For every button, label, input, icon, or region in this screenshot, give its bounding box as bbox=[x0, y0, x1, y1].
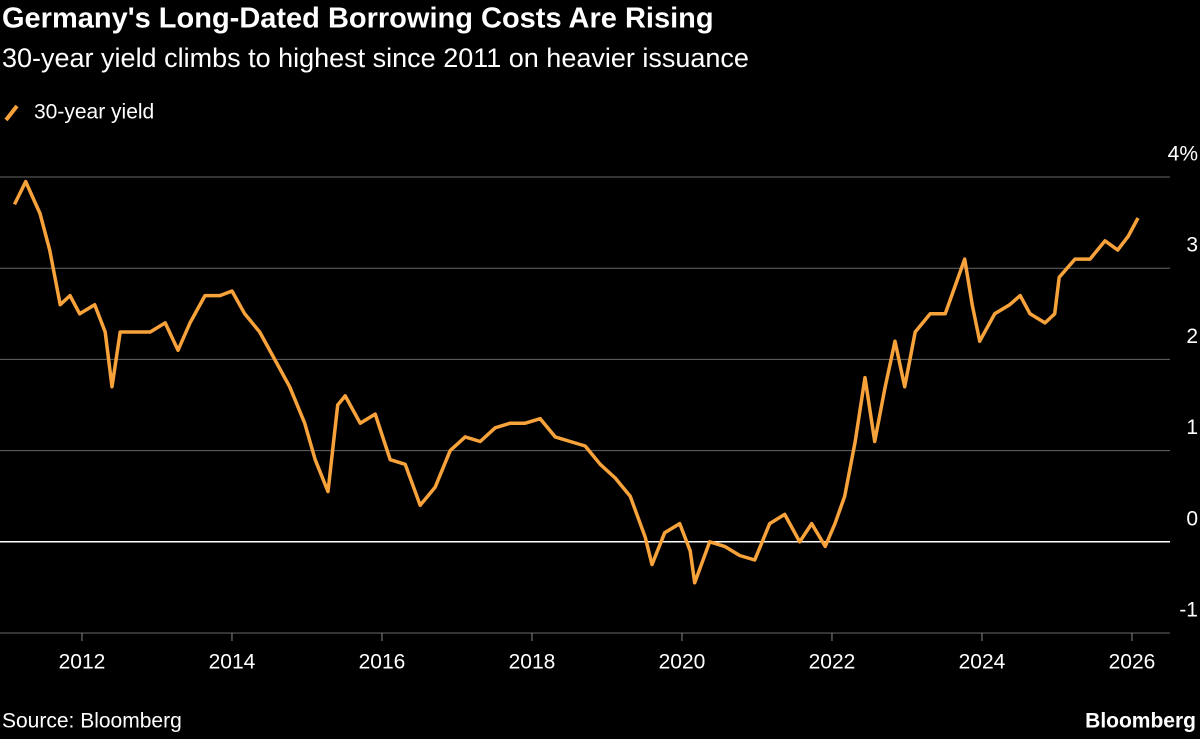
source: Source: Bloomberg bbox=[2, 710, 182, 733]
x-tick-label: 2022 bbox=[809, 651, 856, 674]
y-tick-label: -1 bbox=[1179, 599, 1198, 622]
x-tick-label: 2026 bbox=[1109, 651, 1156, 674]
y-tick-label: 0 bbox=[1186, 507, 1198, 530]
chart-title: Germany's Long-Dated Borrowing Costs Are… bbox=[2, 3, 714, 35]
y-tick-label: 1 bbox=[1186, 416, 1198, 439]
x-tick-label: 2016 bbox=[359, 651, 406, 674]
line bbox=[12, 179, 1140, 585]
x-tick-label: 2012 bbox=[59, 651, 106, 674]
y-tick-label: 3 bbox=[1186, 234, 1198, 257]
y-tick-label: 4% bbox=[1168, 143, 1198, 166]
x-tick-label: 2014 bbox=[209, 651, 256, 674]
x-tick-label: 2018 bbox=[509, 651, 556, 674]
brand: Bloomberg bbox=[1085, 710, 1196, 733]
x-tick-label: 2024 bbox=[959, 651, 1006, 674]
x-tick-label: 2020 bbox=[659, 651, 706, 674]
legend-icon bbox=[4, 104, 19, 122]
chart-subtitle: 30-year yield climbs to highest since 20… bbox=[2, 43, 749, 73]
y-tick-label: 2 bbox=[1186, 325, 1198, 348]
legend-label: 30-year yield bbox=[34, 101, 154, 124]
